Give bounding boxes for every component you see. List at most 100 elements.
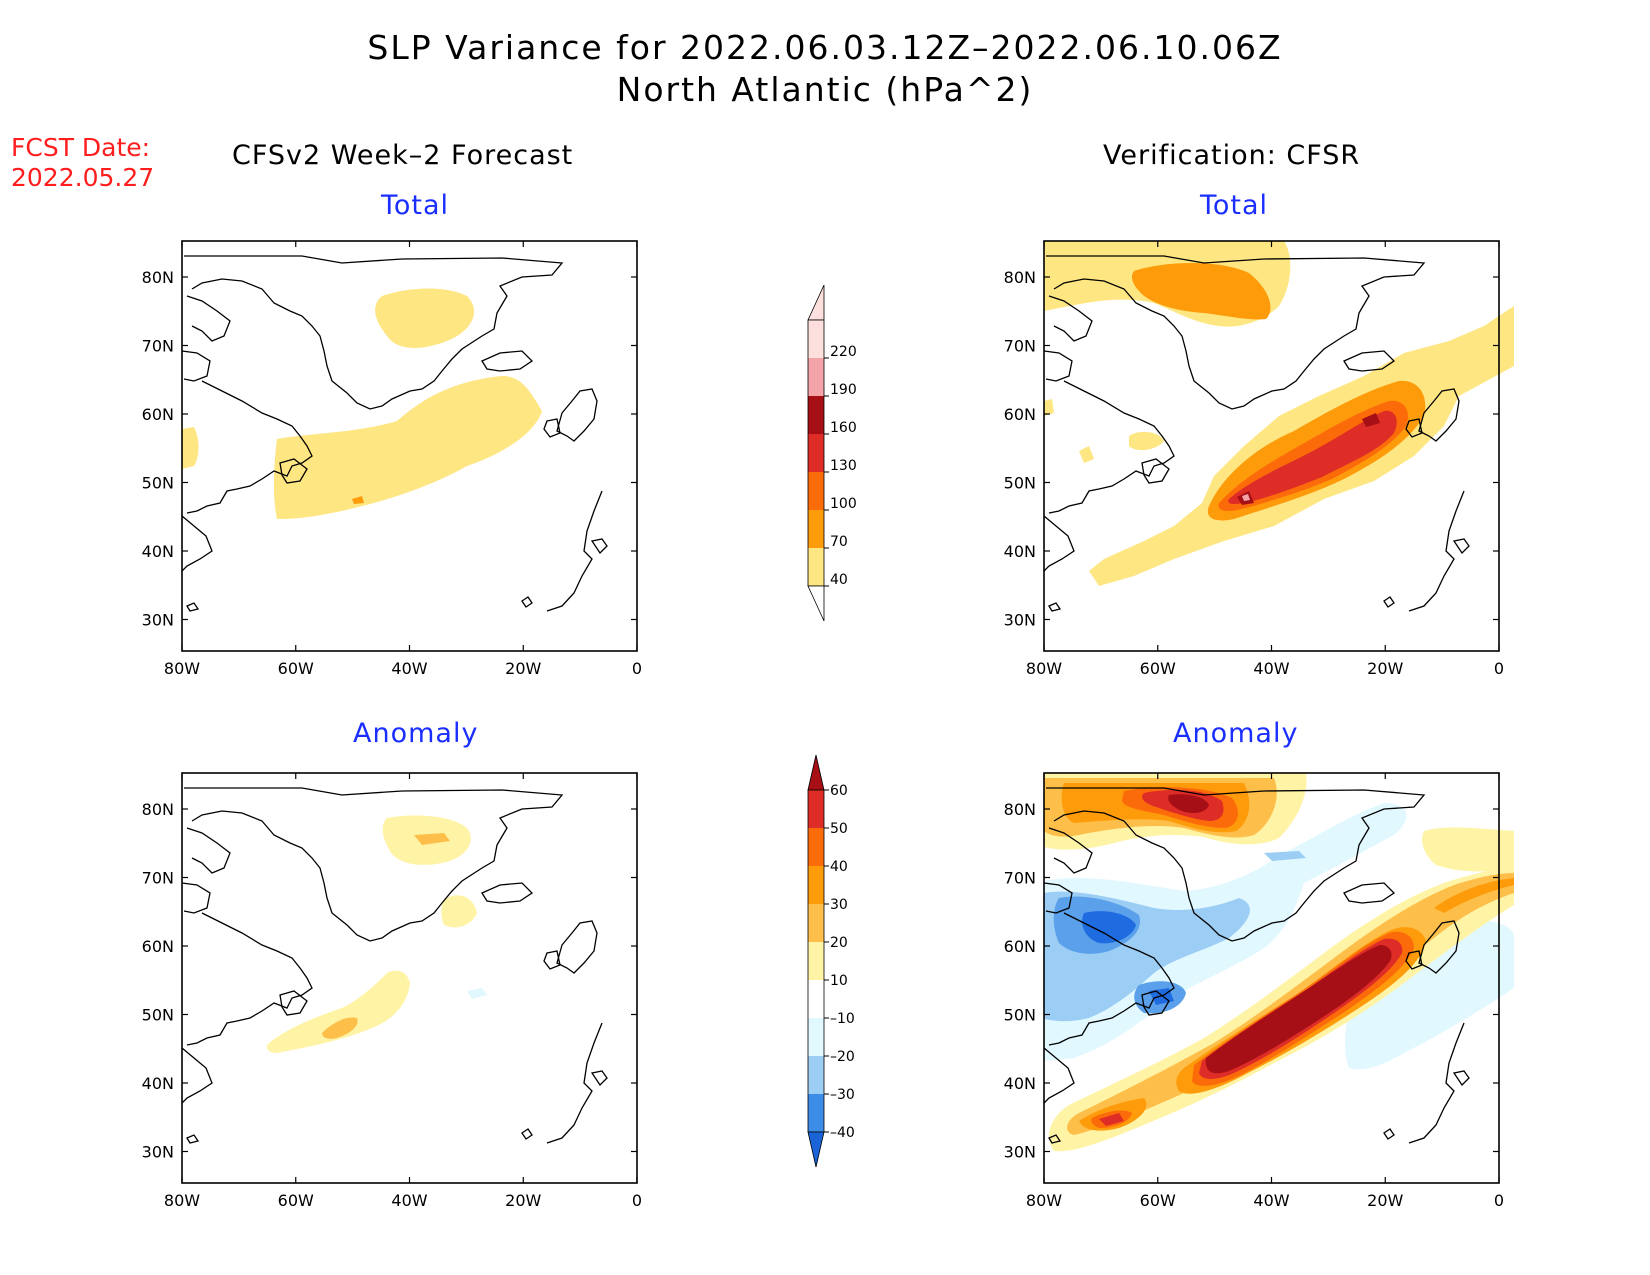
colorbar-segment — [808, 904, 824, 942]
colorbar-label: 190 — [830, 382, 857, 398]
colorbar-top-cap — [807, 754, 825, 791]
contour-40 — [273, 376, 542, 519]
lat-tick-label: 50N — [142, 1006, 174, 1025]
coastlines — [181, 787, 608, 1144]
contour-50 — [1099, 1113, 1124, 1126]
colorbar-segment — [808, 942, 824, 980]
contour-40 — [1044, 399, 1054, 416]
colorbar-segment — [808, 358, 824, 396]
colorbar-segment — [808, 548, 824, 586]
forecast-anomaly-map: 80W 60W 40W 20W 0 80N 70N 60N 50N 40N 30N — [142, 772, 642, 1210]
colorbar-label: 40 — [830, 859, 848, 875]
colorbar-label: 40 — [830, 572, 848, 588]
contour-neg40 — [1082, 911, 1136, 944]
contour-40 — [1079, 446, 1094, 463]
contour-neg10 — [467, 988, 487, 999]
contour-40 — [1129, 431, 1164, 451]
colorbar-label: –30 — [830, 1087, 855, 1103]
lat-tick-label: 40N — [142, 542, 174, 561]
lon-tick-label: 80W — [164, 659, 200, 678]
lat-tick-label: 30N — [1004, 1143, 1036, 1162]
colorbar-segment — [808, 396, 824, 434]
colorbar-label: –10 — [830, 1011, 855, 1027]
lon-tick-label: 20W — [505, 1191, 541, 1210]
lat-tick-label: 60N — [1004, 405, 1036, 424]
contour-10 — [1422, 827, 1514, 872]
fcst-date-label: FCST Date: — [11, 133, 151, 162]
lon-tick-label: 80W — [1026, 659, 1062, 678]
lat-tick-label: 60N — [142, 405, 174, 424]
lat-tick-label: 40N — [142, 1074, 174, 1093]
colorbar-segment — [808, 980, 824, 1018]
colorbar-segment — [808, 1056, 824, 1094]
colorbar-segment — [808, 320, 824, 358]
lat-tick-label: 70N — [142, 337, 174, 356]
map-frame-group: 80W 60W 40W 20W 0 80N 70N 60N 50N 40N 30N — [142, 772, 642, 1210]
colorbar-label: 70 — [830, 534, 848, 550]
contour-10 — [266, 970, 410, 1053]
lat-tick-label: 50N — [1004, 474, 1036, 493]
lat-tick-label: 70N — [1004, 337, 1036, 356]
verification-total-title: Total — [1200, 190, 1269, 221]
main-title-line2: North Atlantic (hPa^2) — [616, 70, 1034, 109]
colorbar-top-cap — [807, 284, 825, 321]
lon-tick-label: 0 — [1494, 659, 1504, 678]
colorbar-label: –20 — [830, 1049, 855, 1065]
forecast-total-map: 80W 60W 40W 20W 0 80N 70N 60N 50N 40N 30N — [142, 240, 642, 678]
colorbar-label: 60 — [830, 783, 848, 799]
lat-tick-label: 40N — [1004, 1074, 1036, 1093]
verification-total-map: 80W 60W 40W 20W 0 80N 70N 60N 50N 40N 30N — [1004, 240, 1514, 678]
lat-tick-label: 30N — [142, 1143, 174, 1162]
verification-anomaly-title: Anomaly — [1173, 718, 1299, 749]
colorbar-label: 130 — [830, 458, 857, 474]
colorbar-segment — [808, 510, 824, 548]
forecast-column-title: CFSv2 Week–2 Forecast — [232, 140, 574, 171]
lon-tick-label: 40W — [1253, 659, 1289, 678]
lon-tick-label: 20W — [1367, 659, 1403, 678]
lon-tick-label: 40W — [1253, 1191, 1289, 1210]
lat-tick-label: 30N — [142, 611, 174, 630]
colorbar-label: –40 — [830, 1125, 855, 1141]
lon-tick-label: 40W — [391, 1191, 427, 1210]
lon-tick-label: 40W — [391, 659, 427, 678]
lon-tick-label: 0 — [1494, 1191, 1504, 1210]
contour-130 — [1228, 410, 1397, 504]
lat-tick-label: 70N — [142, 869, 174, 888]
lon-tick-label: 0 — [632, 1191, 642, 1210]
lat-tick-label: 80N — [142, 268, 174, 287]
contour-190 — [1242, 494, 1250, 501]
lon-tick-label: 60W — [1140, 1191, 1176, 1210]
contour-60 — [1205, 945, 1392, 1074]
colorbar-segment — [808, 866, 824, 904]
colorbar-label: 50 — [830, 821, 848, 837]
coastlines — [1043, 255, 1470, 612]
lat-tick-label: 80N — [1004, 268, 1036, 287]
colorbar-segment — [808, 1018, 824, 1056]
anomaly-colorbar: 60 50 40 30 20 10 –10 –20 –30 –40 — [807, 754, 855, 1168]
lon-tick-label: 0 — [632, 659, 642, 678]
lat-tick-label: 40N — [1004, 542, 1036, 561]
coastlines — [1043, 787, 1470, 1144]
verification-anomaly-map: 80W 60W 40W 20W 0 80N 70N 60N 50N 40N 30N — [1004, 772, 1514, 1210]
contour-70 — [1131, 263, 1271, 320]
fcst-date-value: 2022.05.27 — [11, 163, 155, 192]
colorbar-label: 10 — [830, 973, 848, 989]
lat-tick-label: 60N — [142, 937, 174, 956]
colorbar-segment — [808, 790, 824, 828]
colorbar-bottom-cap — [807, 585, 825, 622]
lat-tick-label: 80N — [142, 800, 174, 819]
contour-60 — [1168, 794, 1209, 813]
contour-neg10 — [1345, 921, 1514, 1070]
total-colorbar: 220 190 160 130 100 70 40 — [807, 284, 857, 622]
colorbar-segment — [808, 828, 824, 866]
colorbar-label: 160 — [830, 420, 857, 436]
lon-tick-label: 60W — [278, 659, 314, 678]
map-frame-group: 80W 60W 40W 20W 0 80N 70N 60N 50N 40N 30N — [1004, 772, 1504, 1210]
contour-neg20 — [1264, 851, 1306, 861]
map-frame-group: 80W 60W 40W 20W 0 80N 70N 60N 50N 40N 30N — [1004, 240, 1504, 678]
coastlines — [181, 255, 608, 612]
contour-40 — [375, 288, 475, 348]
lat-tick-label: 50N — [1004, 1006, 1036, 1025]
forecast-total-title: Total — [381, 190, 450, 221]
lat-tick-label: 60N — [1004, 937, 1036, 956]
